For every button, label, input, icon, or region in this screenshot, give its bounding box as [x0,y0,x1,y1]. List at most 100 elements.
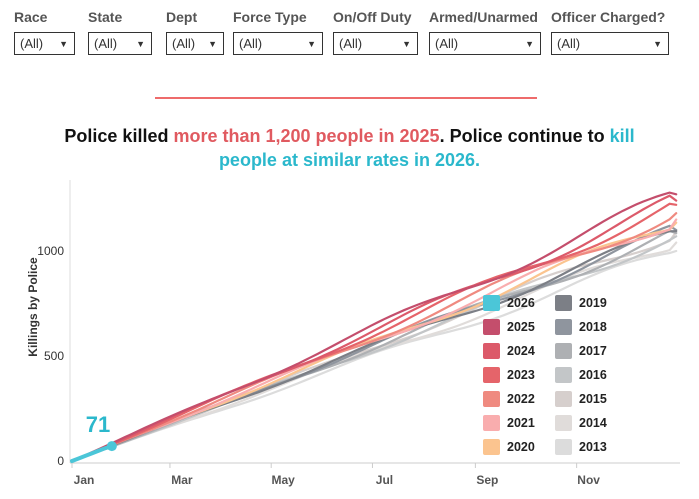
series-line-2023 [70,202,678,463]
legend-item-2026: 2026 [483,295,563,311]
chart-title: Police killed more than 1,200 people in … [0,124,699,172]
series-line-2022 [70,212,678,463]
legend-item-2025: 2025 [483,319,563,335]
legend-label: 2014 [579,416,607,430]
dropdown-value: (All) [239,36,263,51]
legend-swatch [555,367,572,383]
filter-dropdown[interactable]: (All) ▼ [551,32,669,55]
filter-dropdown[interactable]: (All) ▼ [233,32,323,55]
title-highlight-teal: kill [609,126,635,146]
series-endpoint-2026 [106,441,117,452]
legend-swatch [483,439,500,455]
legend-item-2020: 2020 [483,439,563,455]
legend-label: 2025 [507,320,535,334]
chevron-down-icon: ▼ [307,38,316,49]
legend-item-2017: 2017 [555,343,635,359]
chevron-down-icon: ▼ [208,38,217,49]
filter-race: Race (All) ▼ [14,9,75,55]
legend-label: 2013 [579,440,607,454]
filter-dropdown[interactable]: (All) ▼ [429,32,541,55]
title-text: . Police continue to [439,126,610,146]
dropdown-value: (All) [339,36,363,51]
legend-swatch [483,367,500,383]
legend-item-2022: 2022 [483,391,563,407]
series-line-2025 [70,191,678,463]
legend-item-2023: 2023 [483,367,563,383]
legend-swatch [483,415,500,431]
x-tick-label: Nov [577,473,600,487]
legend-item-2016: 2016 [555,367,635,383]
chevron-down-icon: ▼ [136,38,145,49]
legend-item-2018: 2018 [555,319,635,335]
filter-label: Race [14,9,48,25]
filter-label: Officer Charged? [551,9,666,25]
legend-item-2013: 2013 [555,439,635,455]
legend-swatch [483,343,500,359]
dropdown-value: (All) [94,36,118,51]
x-tick-label: Jan [74,473,95,487]
filter-dropdown[interactable]: (All) ▼ [333,32,418,55]
x-tick-label: Mar [171,473,193,487]
chevron-down-icon: ▼ [59,38,68,49]
filter-dropdown[interactable]: (All) ▼ [166,32,224,55]
filter-label: State [88,9,123,25]
filter-dropdown[interactable]: (All) ▼ [88,32,152,55]
legend-swatch [483,319,500,335]
dropdown-value: (All) [557,36,581,51]
legend-label: 2022 [507,392,535,406]
series-line-2026 [70,444,114,463]
filter-officer-charged: Officer Charged? (All) ▼ [551,9,669,55]
legend-item-2015: 2015 [555,391,635,407]
chevron-down-icon: ▼ [525,38,534,49]
legend-label: 2024 [507,344,535,358]
y-tick-label: 500 [44,349,64,363]
divider [155,97,537,99]
y-tick-label: 0 [57,454,64,468]
legend-swatch [483,391,500,407]
dropdown-value: (All) [20,36,44,51]
annotation-label: 71 [86,412,110,437]
legend-label: 2020 [507,440,535,454]
title-highlight-teal: people at similar rates in 2026. [218,150,481,170]
legend-label: 2026 [507,296,535,310]
filter-label: Force Type [233,9,307,25]
legend-swatch [555,415,572,431]
x-tick-label: May [272,473,296,487]
filter-label: Dept [166,9,198,25]
filter-dropdown[interactable]: (All) ▼ [14,32,75,55]
legend-label: 2021 [507,416,535,430]
filter-state: State (All) ▼ [88,9,152,55]
legend-label: 2019 [579,296,607,310]
dropdown-value: (All) [435,36,459,51]
legend-swatch [555,439,572,455]
filter-label: On/Off Duty [333,9,412,25]
legend-label: 2017 [579,344,607,358]
legend-swatch [483,295,500,311]
filter-dept: Dept (All) ▼ [166,9,224,55]
title-text: Police killed [64,126,174,146]
legend-label: 2015 [579,392,607,406]
legend-swatch [555,343,572,359]
legend-swatch [555,295,572,311]
filter-on-off-duty: On/Off Duty (All) ▼ [333,9,418,55]
legend-label: 2018 [579,320,607,334]
y-tick-label: 1000 [37,244,64,258]
dropdown-value: (All) [172,36,196,51]
legend-label: 2023 [507,368,535,382]
legend-swatch [555,391,572,407]
chevron-down-icon: ▼ [653,38,662,49]
title-highlight-red: more than 1,200 people in 2025 [173,126,440,146]
x-tick-label: Sep [476,473,498,487]
filter-armed-unarmed: Armed/Unarmed (All) ▼ [429,9,541,55]
legend-item-2024: 2024 [483,343,563,359]
chevron-down-icon: ▼ [402,38,411,49]
legend-swatch [555,319,572,335]
legend-item-2021: 2021 [483,415,563,431]
x-tick-label: Jul [376,473,393,487]
filter-label: Armed/Unarmed [429,9,538,25]
legend-item-2019: 2019 [555,295,635,311]
legend-label: 2016 [579,368,607,382]
filter-force-type: Force Type (All) ▼ [233,9,323,55]
legend-item-2014: 2014 [555,415,635,431]
